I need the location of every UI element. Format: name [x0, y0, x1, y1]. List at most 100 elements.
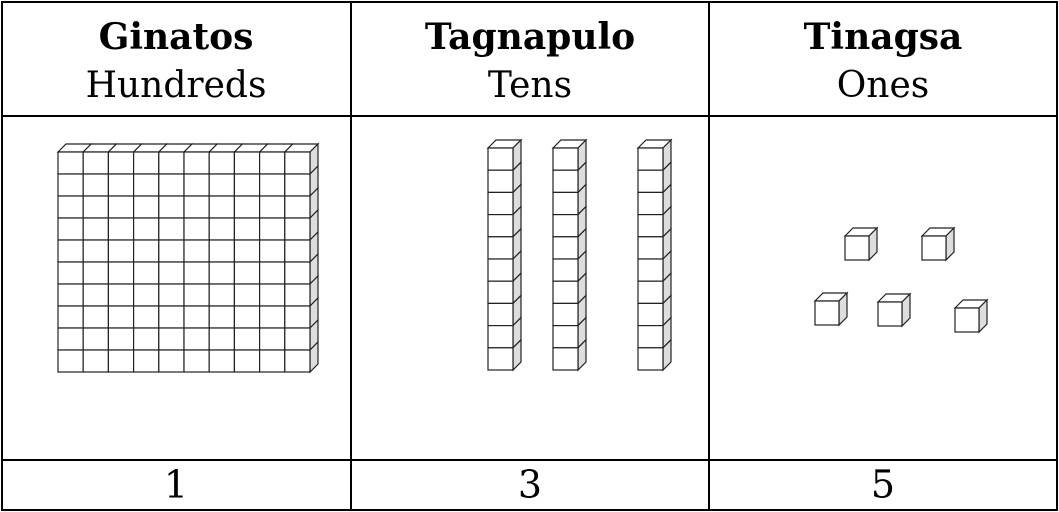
column-title: Tinagsa: [804, 16, 963, 58]
ones-cube: [953, 298, 989, 334]
column-subtitle: Tens: [488, 65, 572, 106]
cube-face: [208, 305, 235, 329]
cube-face: [552, 214, 579, 238]
column-subtitle: Hundreds: [86, 65, 267, 106]
cube-face: [82, 195, 109, 219]
cube-face: [57, 195, 84, 219]
cube-face: [552, 169, 579, 193]
cube-face: [107, 239, 135, 263]
cube-face: [208, 239, 235, 263]
cube-face: [82, 217, 109, 241]
cube-face: [82, 327, 109, 351]
cube-face: [208, 327, 235, 351]
column-count: 3: [518, 463, 542, 507]
cube-face: [183, 261, 210, 285]
cube-face: [233, 151, 261, 175]
cube-face: [57, 283, 84, 307]
cube-face: [233, 217, 261, 241]
cube-face: [158, 217, 185, 241]
cube-face: [233, 349, 261, 373]
tens-rod: [551, 138, 588, 372]
cube-face: [158, 151, 185, 175]
cube-face: [259, 217, 286, 241]
cube-face: [82, 349, 109, 373]
cube-face: [487, 302, 514, 327]
cube-face: [158, 261, 185, 285]
cube-face: [107, 173, 135, 197]
cube-face: [487, 236, 514, 260]
cube-face: [183, 239, 210, 263]
cube-face: [552, 325, 579, 349]
cube-face: [107, 195, 135, 219]
cube-face: [552, 147, 579, 171]
cube-face: [814, 300, 840, 326]
column-subtitle: Ones: [837, 65, 929, 106]
cube-face: [183, 217, 210, 241]
cube-face: [133, 261, 160, 285]
cube-face: [107, 305, 135, 329]
cube-face: [82, 151, 109, 175]
cube-face: [233, 173, 261, 197]
cube-face: [844, 235, 870, 261]
cube-face: [637, 236, 664, 260]
cube-face: [552, 302, 579, 327]
cube-face: [637, 147, 664, 171]
cube-face: [637, 214, 664, 238]
cube-face: [158, 349, 185, 373]
tens-rod: [486, 138, 523, 372]
cube-face: [183, 151, 210, 175]
cube-face: [133, 173, 160, 197]
cube-face: [208, 261, 235, 285]
cube-face: [82, 173, 109, 197]
cube-face: [107, 327, 135, 351]
cube-face: [208, 283, 235, 307]
cube-face: [284, 217, 311, 241]
cube-face: [183, 195, 210, 219]
cube-face: [954, 307, 980, 333]
cube-face: [57, 239, 84, 263]
ones-cube: [920, 226, 956, 262]
cube-face: [183, 305, 210, 329]
ones-cube: [843, 226, 879, 262]
cube-face: [133, 283, 160, 307]
column-count: 5: [871, 463, 895, 507]
tens-rod: [636, 138, 673, 372]
cube-face: [183, 173, 210, 197]
cube-face: [57, 305, 84, 329]
cube-face: [133, 327, 160, 351]
cube-face: [133, 217, 160, 241]
cube-face: [259, 349, 286, 373]
cube-face: [552, 258, 579, 282]
cube-face: [637, 169, 664, 193]
cube-face: [133, 349, 160, 373]
cube-face: [284, 195, 311, 219]
cube-face: [487, 169, 514, 193]
cube-face: [552, 280, 579, 305]
cube-face: [107, 217, 135, 241]
cube-face: [133, 239, 160, 263]
cube-face: [259, 283, 286, 307]
cube-face: [284, 327, 311, 351]
cube-face: [487, 280, 514, 305]
cube-face: [487, 347, 514, 371]
cube-face: [233, 261, 261, 285]
cube-face: [57, 261, 84, 285]
cube-face: [552, 191, 579, 216]
cube-face: [552, 236, 579, 260]
cube-face: [487, 191, 514, 216]
cube-face: [57, 327, 84, 351]
cube-face: [487, 258, 514, 282]
cube-face: [259, 173, 286, 197]
cube-face: [57, 349, 84, 373]
cube-face: [107, 151, 135, 175]
cube-face: [158, 327, 185, 351]
ones-cube: [876, 292, 912, 328]
cube-face: [284, 239, 311, 263]
cube-face: [133, 305, 160, 329]
cube-face: [233, 239, 261, 263]
cube-face: [133, 195, 160, 219]
cube-face: [208, 195, 235, 219]
cube-face: [82, 283, 109, 307]
cube-face: [233, 283, 261, 307]
